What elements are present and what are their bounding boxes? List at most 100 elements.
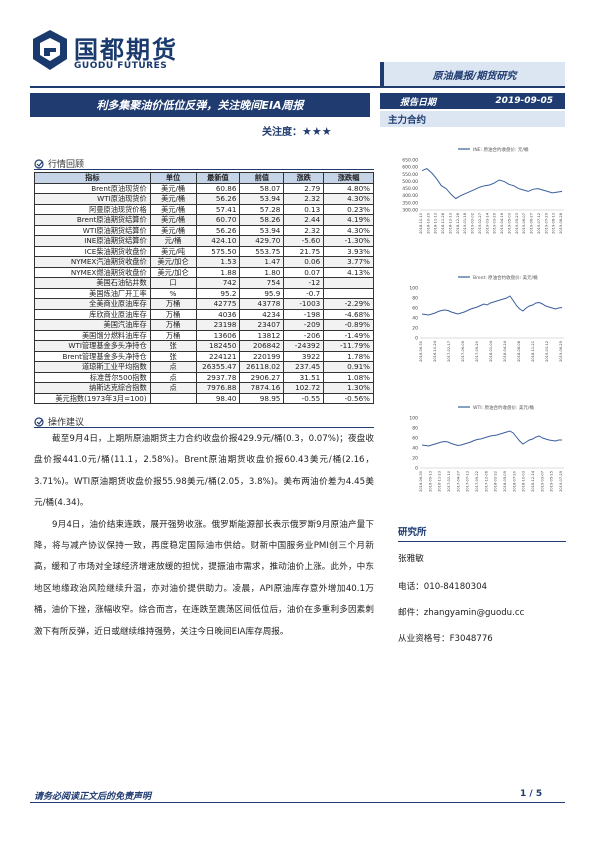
table-cell: 美国汽油库存 (34, 319, 151, 331)
x-tick-label: 2019-08-28 (559, 212, 563, 234)
x-tick-label: 2018-10-29 (426, 212, 430, 234)
y-tick-label: 550.00 (402, 172, 418, 178)
table-cell: 31.51 (283, 371, 325, 383)
report-date-label: 报告日期 (400, 97, 437, 108)
brent-price-chart: Brent: 原油合约收盘价: 美元/桶 100 80 60 40 20 0 2016-06-… (398, 268, 566, 386)
y-tick-label: 60 (412, 436, 418, 442)
table-row: 美国汽油库存 万桶 23198 23407 -209 -0.89% (34, 319, 374, 331)
table-cell: -5.60 (283, 235, 325, 247)
x-tick-label: 2018-11-13 (434, 213, 438, 234)
table-cell: -209 (283, 319, 325, 331)
research-email[interactable]: 邮件：zhangyamin@guodu.cc (398, 608, 525, 618)
table-cell: -2.29% (323, 298, 374, 310)
table-cell: 57.41 (195, 203, 241, 215)
ine-price-chart: INE: 原油合约收盘价: 元/桶 650.00 600.00 550.00 500.0… (398, 140, 566, 258)
table-row: 美国馏分燃料油库存 万桶 13606 13812 -206 -1.49% (34, 329, 374, 341)
table-cell: 美元/加仑 (149, 256, 197, 268)
table-cell: -206 (283, 329, 325, 341)
table-cell: 4.30% (323, 193, 374, 205)
table-row: WTI管理基金多头净持仓张 182450 206842 -24392 -11.79% (34, 340, 374, 352)
x-tick-label: 2018-11-28 (441, 212, 445, 234)
table-cell: 56.26 (195, 224, 241, 236)
x-tick-label: 2019-04-16 (500, 212, 504, 234)
table-cell: 0.23% (323, 203, 374, 215)
research-contact: 研究所 张雅敏 电话：010-84180304 邮件：zhangyamin@gu… (398, 524, 566, 644)
x-tick-label: 2018-10-10 (419, 212, 423, 234)
x-tick-label: 2019-06-27 (530, 213, 534, 234)
table-cell: 元/桶 (149, 235, 197, 247)
x-tick-label: 2018-04-24 (503, 340, 507, 362)
column-header: 涨跌幅 (323, 172, 374, 184)
x-tick-label: 2019-03-29 (493, 212, 497, 234)
x-tick-label: 2017-04-27 (456, 471, 460, 492)
table-row: INE原油期货结算价 元/桶 424.10 429.70 -5.60 -1.30% (34, 235, 374, 247)
table-cell: -0.56% (323, 392, 374, 404)
x-tick-label: 2019-05-23 (515, 213, 519, 234)
table-cell: 98.40 (195, 392, 241, 404)
table-cell: -4.68% (323, 308, 374, 320)
y-tick-label: 100 (409, 416, 418, 422)
x-tick-label: 2019-07-25 (559, 471, 563, 492)
table-cell: 13812 (239, 329, 285, 341)
report-date-bar: 报告日期 2019-09-05 (380, 93, 565, 109)
table-cell: 全美商业原油库存 (34, 298, 151, 310)
table-cell: 美元/桶 (149, 224, 197, 236)
table-cell: 742 (195, 277, 241, 289)
x-tick-label: 2018-01-04 (489, 340, 493, 362)
x-tick-label: 2016-10-24 (433, 340, 437, 362)
table-cell: WTI原油期货结算价 (34, 224, 151, 236)
report-title: 利多集聚油价低位反弹，关注晚间EIA周报 (30, 93, 370, 117)
table-cell: 2937.78 (195, 371, 241, 383)
research-heading: 研究所 (398, 524, 566, 542)
x-tick-label: 2018-05-09 (503, 470, 507, 492)
research-license: 从业资格号：F3048776 (398, 634, 493, 644)
advice-paragraph: 截至9月4日，上期所原油期货主力合约收盘价报429.9元/桶(0.3，0.07%… (34, 434, 374, 509)
y-tick-label: 600.00 (402, 165, 418, 171)
y-tick-label: 300.00 (402, 208, 418, 214)
table-row: Brent原油期货结算价 美元/桶 60.70 58.26 2.44 4.19% (34, 214, 374, 226)
table-cell: 0.13 (283, 203, 325, 215)
y-tick-label: 80 (412, 296, 418, 302)
column-header: 涨跌 (283, 172, 325, 184)
x-tick-label: 2019-02-27 (478, 213, 482, 234)
table-cell: 1.08% (323, 371, 374, 383)
table-cell: 2.44 (283, 214, 325, 226)
x-tick-label: 2017-02-17 (447, 341, 451, 362)
x-tick-label: 2018-07-20 (512, 470, 516, 492)
advice-paragraph: 9月4日，油价结束连跌，展开强势收涨。俄罗斯能源部长表示俄罗斯9月原油产量下降，… (34, 519, 374, 637)
y-tick-label: 350.00 (402, 200, 418, 206)
table-cell: 424.10 (195, 235, 241, 247)
table-cell: 万桶 (149, 298, 197, 310)
y-tick-label: 0 (415, 336, 418, 342)
table-cell: 0.06 (283, 256, 325, 268)
table-cell: 53.94 (239, 193, 285, 205)
y-tick-label: 400.00 (402, 193, 418, 199)
table-row: 美国炼油厂开工率% 95.2 95.9 -0.7 (34, 287, 374, 299)
chart-legend-text: INE: 原油合约收盘价: 元/桶 (473, 146, 529, 153)
table-row: Brent管理基金多头净持仓张 224121 220199 3922 1.78% (34, 350, 374, 362)
table-cell: -1.30% (323, 235, 374, 247)
table-cell: 万桶 (149, 329, 197, 341)
y-tick-label: 100 (409, 286, 418, 292)
table-cell: 42775 (195, 298, 241, 310)
table-cell: 4.13% (323, 266, 374, 278)
table-cell: 2.79 (283, 182, 325, 194)
table-cell: -1.49% (323, 329, 374, 341)
table-cell: 张 (149, 350, 197, 362)
table-row: Brent原油现货价 美元/桶 60.86 58.07 2.79 4.80% (34, 182, 374, 194)
table-row: 美元指数(1973年3月=100) 98.40 98.95 -0.55 -0.56% (34, 392, 374, 404)
x-tick-label: 2016-11-23 (438, 471, 442, 492)
column-header: 指标 (34, 172, 151, 184)
table-cell: 13606 (195, 329, 241, 341)
market-review-heading: 行情回顾 (34, 157, 84, 170)
table-row: ICE柴油期货收盘价 美元/吨 575.50 553.75 21.75 3.93% (34, 245, 374, 257)
table-cell: 754 (239, 277, 285, 289)
table-cell: 95.9 (239, 287, 285, 299)
x-tick-label: 2019-07-12 (537, 213, 541, 234)
table-cell: 57.28 (239, 203, 285, 215)
table-cell: 60.86 (195, 182, 241, 194)
y-tick-label: 20 (412, 326, 418, 332)
page-number: 1 / 5 (520, 789, 543, 799)
table-cell: 纳斯达克综合指数 (34, 382, 151, 394)
table-cell: 美国石油钻井数 (34, 277, 151, 289)
